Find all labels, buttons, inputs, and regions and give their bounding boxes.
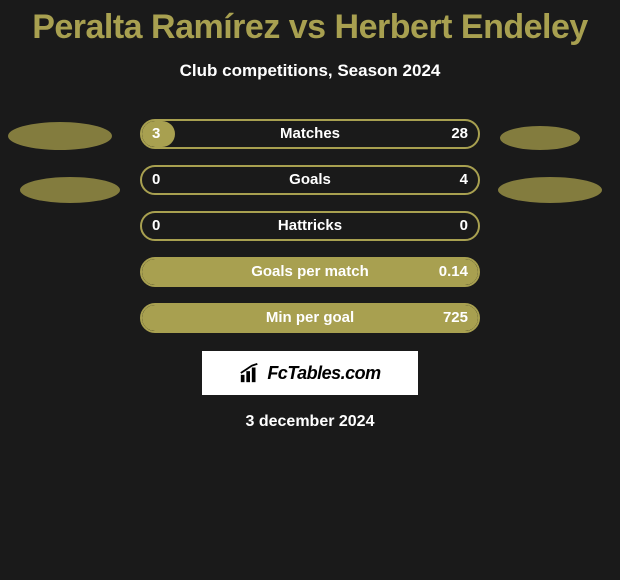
stat-label: Matches	[140, 119, 480, 149]
stat-right-value: 28	[451, 119, 468, 149]
decorative-ellipse	[8, 122, 112, 150]
stat-right-value: 0	[460, 211, 468, 241]
bar-chart-icon	[239, 362, 261, 384]
stat-right-value: 4	[460, 165, 468, 195]
stat-right-value: 725	[443, 303, 468, 333]
stat-label: Min per goal	[140, 303, 480, 333]
subtitle: Club competitions, Season 2024	[0, 61, 620, 81]
stats-rows: 3Matches280Goals40Hattricks0Goals per ma…	[0, 119, 620, 333]
date-text: 3 december 2024	[0, 413, 620, 431]
stat-right-value: 0.14	[439, 257, 468, 287]
page-title: Peralta Ramírez vs Herbert Endeley	[0, 0, 620, 47]
stat-label: Goals per match	[140, 257, 480, 287]
stat-row: 0Hattricks0	[0, 211, 620, 241]
decorative-ellipse	[500, 126, 580, 150]
brand-text: FcTables.com	[267, 363, 380, 384]
decorative-ellipse	[498, 177, 602, 203]
stat-label: Goals	[140, 165, 480, 195]
decorative-ellipse	[20, 177, 120, 203]
stat-row: Goals per match0.14	[0, 257, 620, 287]
brand-badge: FcTables.com	[202, 351, 418, 395]
stat-row: Min per goal725	[0, 303, 620, 333]
stat-label: Hattricks	[140, 211, 480, 241]
